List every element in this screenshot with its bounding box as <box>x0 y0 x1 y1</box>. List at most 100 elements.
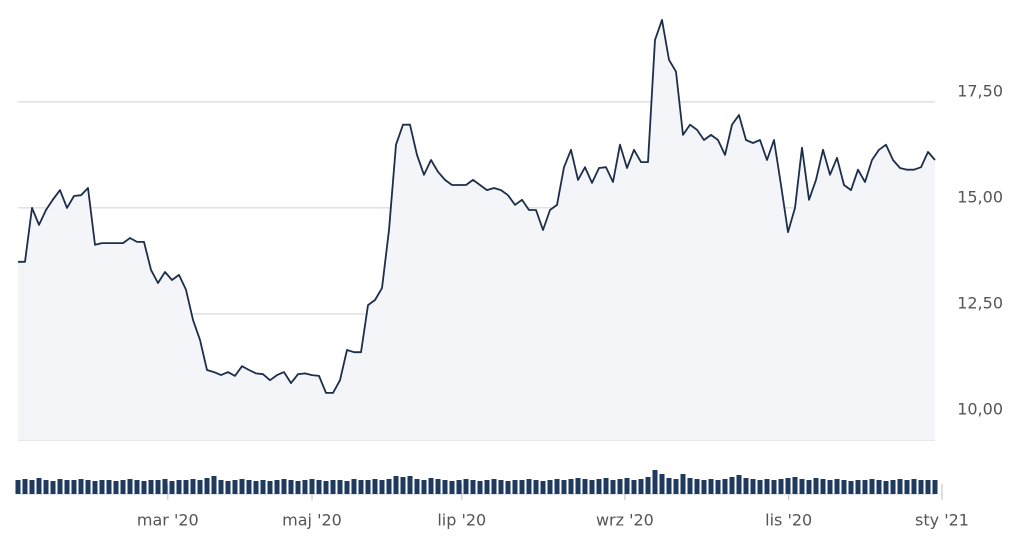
volume-bar <box>344 481 350 494</box>
volume-bar <box>148 480 154 494</box>
volume-bar <box>36 478 42 494</box>
volume-bar <box>603 478 609 494</box>
volume-bar <box>281 479 287 494</box>
volume-bar <box>323 481 329 494</box>
volume-bar <box>876 480 882 494</box>
volume-bar <box>421 480 427 494</box>
volume-bar <box>141 481 147 494</box>
volume-bar <box>533 480 539 494</box>
volume-bar <box>554 479 560 494</box>
volume-bar <box>337 480 343 494</box>
volume-bar <box>785 478 791 494</box>
volume-bar <box>708 479 714 494</box>
volume-bar <box>442 480 448 494</box>
volume-bar <box>379 480 385 494</box>
volume-bar <box>71 480 77 494</box>
volume-bar <box>792 477 798 494</box>
volume-bar <box>834 479 840 494</box>
volume-bar <box>232 480 238 494</box>
volume-bar <box>197 480 203 494</box>
volume-bar <box>155 480 161 494</box>
volume-bar <box>113 481 119 494</box>
volume-bar <box>771 480 777 494</box>
volume-bar <box>99 480 105 494</box>
volume-bar <box>897 479 903 494</box>
volume-bar <box>120 480 126 494</box>
volume-bar <box>540 481 546 494</box>
volume-bar <box>575 478 581 494</box>
volume-bar <box>869 479 875 494</box>
volume-bar <box>400 477 406 494</box>
volume-bar <box>505 481 511 494</box>
volume-bar <box>673 479 679 494</box>
volume-bar <box>764 479 770 494</box>
volume-bar <box>883 481 889 494</box>
volume-bar <box>729 477 735 494</box>
volume-bar <box>260 480 266 494</box>
volume-bar <box>162 479 168 494</box>
volume-bar <box>904 480 910 494</box>
volume-bar <box>841 480 847 494</box>
volume-bar <box>386 479 392 494</box>
volume-bar <box>813 478 819 494</box>
volume-bar <box>561 480 567 494</box>
volume-bar <box>183 480 189 494</box>
volume-bar <box>414 479 420 494</box>
volume-bar <box>820 479 826 494</box>
volume-bar <box>22 479 28 494</box>
volume-bar <box>246 480 252 494</box>
volume-bar <box>827 480 833 494</box>
volume-bar <box>295 481 301 494</box>
volume-bar <box>890 480 896 494</box>
volume-bar <box>680 474 686 494</box>
volume-bar <box>638 479 644 494</box>
volume-bar <box>393 476 399 494</box>
volume-bar <box>316 480 322 494</box>
volume-bar <box>267 481 273 494</box>
y-tick-label: 12,50 <box>957 293 1003 312</box>
volume-bar <box>589 480 595 494</box>
y-tick-label: 17,50 <box>957 81 1003 100</box>
volume-bar <box>645 477 651 494</box>
volume-bar <box>449 481 455 494</box>
y-tick-label: 15,00 <box>957 187 1003 206</box>
volume-bar <box>582 479 588 494</box>
volume-bar <box>743 478 749 494</box>
volume-bar <box>666 478 672 494</box>
volume-bar <box>127 479 133 494</box>
price-line <box>18 19 936 394</box>
volume-bar <box>736 475 742 494</box>
area <box>18 19 935 441</box>
volume-bar <box>617 479 623 494</box>
volume-bar <box>855 480 861 494</box>
volume-bar <box>372 479 378 494</box>
volume-bar <box>92 481 98 494</box>
volume-bar <box>309 479 315 494</box>
x-tick-label: lip '20 <box>437 511 486 530</box>
volume-bar <box>365 480 371 494</box>
volume-bar <box>568 479 574 494</box>
volume-bar <box>806 480 812 494</box>
volume-bar <box>925 480 931 494</box>
volume-bar <box>519 480 525 494</box>
volume-bar <box>239 479 245 494</box>
volume-bar <box>862 480 868 494</box>
volume-bar <box>659 474 665 494</box>
volume-bar <box>750 479 756 494</box>
x-tick-label: mar '20 <box>137 511 199 530</box>
volume-bar <box>547 480 553 494</box>
x-tick-label: wrz '20 <box>596 511 654 530</box>
volume-bar <box>701 480 707 494</box>
volume-bar <box>463 479 469 494</box>
volume-bar <box>407 476 413 494</box>
volume-bar <box>456 480 462 494</box>
x-tick-label: sty '21 <box>915 511 969 530</box>
volume-bar <box>64 480 70 494</box>
volume-bar <box>302 480 308 494</box>
y-tick-label: 10,00 <box>957 400 1003 419</box>
volume-bar <box>204 478 210 494</box>
volume-bar <box>477 481 483 494</box>
volume-bar <box>78 479 84 494</box>
volume-bar <box>57 479 63 494</box>
